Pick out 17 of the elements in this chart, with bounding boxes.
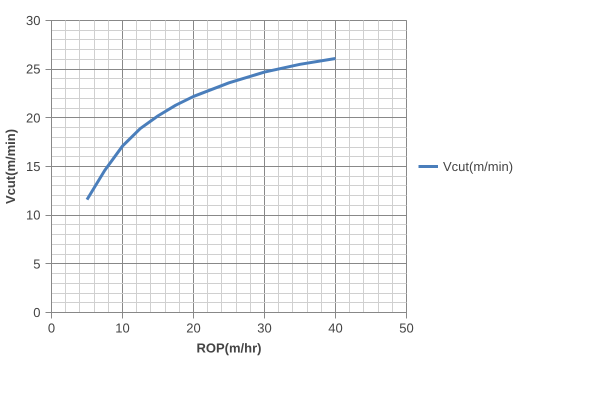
x-tick-label: 20 [186,320,201,336]
legend-label: Vcut(m/min) [443,158,514,174]
x-tick-label: 40 [328,320,343,336]
x-tick-label: 30 [257,320,272,336]
line-series [86,56,337,202]
y-tick-label: 10 [26,208,41,223]
x-tick-label: 0 [48,320,56,336]
x-tick-label: 50 [399,320,414,336]
y-axis-title: Vcut(m/min) [3,128,18,204]
y-tick-label: 25 [26,62,41,77]
y-tick-label: 15 [26,159,41,174]
x-axis-title: ROP(m/hr) [196,340,262,356]
y-tick-label: 0 [33,305,41,320]
y-tick-label: 5 [33,256,41,272]
y-tick-label: 20 [26,110,41,126]
y-tick-label: 30 [26,13,41,28]
x-tick-label: 10 [115,320,130,336]
